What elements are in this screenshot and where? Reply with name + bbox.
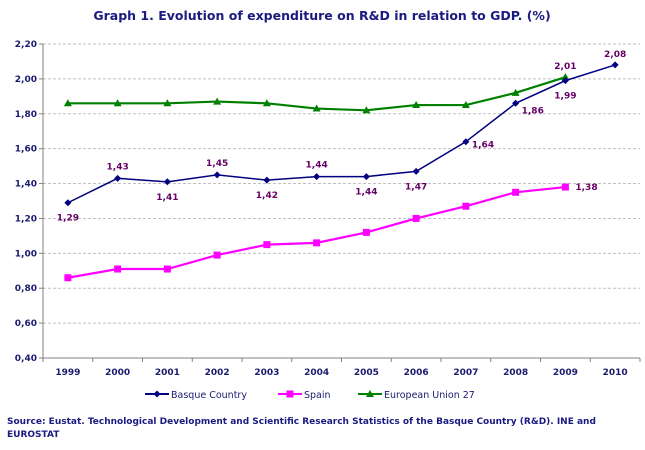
diamond-marker	[512, 99, 520, 107]
diamond-marker	[213, 171, 221, 179]
y-tick-label: 1,80	[15, 110, 37, 120]
square-marker	[412, 214, 420, 222]
square-marker	[561, 183, 569, 191]
data-label: 1,44	[306, 161, 328, 171]
triangle-marker	[63, 99, 72, 107]
square-marker	[213, 251, 221, 259]
square-marker	[114, 265, 122, 273]
data-label: 1,44	[355, 188, 377, 198]
y-tick-label: 2,00	[15, 75, 37, 85]
y-tick-label: 1,20	[15, 214, 37, 224]
triangle-marker	[561, 73, 570, 81]
data-label: 1,86	[522, 106, 544, 116]
x-tick-label: 2000	[105, 368, 130, 378]
y-tick-label: 0,80	[15, 284, 37, 294]
legend-label: Basque Country	[171, 390, 247, 401]
x-tick-label: 2002	[205, 368, 230, 378]
square-marker	[64, 274, 72, 282]
y-tick-label: 1,60	[15, 145, 37, 155]
x-tick-label: 2008	[503, 368, 528, 378]
triangle-marker	[461, 101, 470, 109]
legend-label: European Union 27	[384, 390, 475, 401]
data-label: 1,41	[156, 193, 178, 203]
triangle-marker	[412, 101, 421, 109]
data-label: 1,99	[554, 92, 576, 102]
diamond-marker	[561, 77, 569, 85]
data-label: 1,45	[206, 159, 228, 169]
data-label: 2,01	[554, 62, 576, 72]
x-tick-label: 2010	[603, 368, 628, 378]
chart-title: Graph 1. Evolution of expenditure on R&D…	[93, 8, 550, 23]
y-tick-label: 0,60	[15, 319, 37, 329]
diamond-marker	[114, 174, 122, 182]
diamond-marker	[163, 178, 171, 186]
diamond-marker	[462, 138, 470, 146]
triangle-marker	[113, 99, 122, 107]
diamond-marker	[153, 390, 161, 398]
data-label: 1,43	[107, 162, 129, 172]
x-tick-label: 2007	[453, 368, 478, 378]
x-tick-label: 2009	[553, 368, 578, 378]
data-label: 1,64	[472, 141, 494, 151]
square-marker	[163, 265, 171, 273]
diamond-marker	[362, 173, 370, 181]
y-tick-label: 1,40	[15, 180, 37, 190]
legend-label: Spain	[304, 390, 331, 401]
triangle-marker	[262, 99, 271, 107]
source-note-line1: Source: Eustat. Technological Developmen…	[7, 417, 596, 427]
diamond-marker	[313, 173, 321, 181]
triangle-marker	[362, 106, 371, 114]
y-tick-label: 0,40	[15, 354, 37, 364]
data-label: 1,47	[405, 182, 427, 192]
y-tick-label: 2,20	[15, 40, 37, 50]
x-tick-label: 2003	[254, 368, 279, 378]
square-marker	[313, 239, 321, 247]
diamond-marker	[64, 199, 72, 207]
data-label: 1,38	[575, 183, 597, 193]
data-label: 2,08	[604, 50, 626, 60]
triangle-marker	[213, 97, 222, 105]
triangle-marker	[312, 104, 321, 112]
square-marker	[263, 241, 271, 249]
series-line-spain	[67, 185, 566, 279]
diamond-marker	[412, 167, 420, 175]
x-tick-label: 2005	[354, 368, 379, 378]
x-tick-label: 1999	[55, 368, 80, 378]
triangle-marker	[163, 99, 172, 107]
data-label: 1,29	[57, 214, 79, 224]
source-note-line2: EUROSTAT	[7, 430, 60, 440]
diamond-marker	[611, 61, 619, 69]
triangle-marker	[511, 88, 520, 96]
square-marker	[362, 228, 370, 236]
square-marker	[462, 202, 470, 210]
legend: Basque Country Spain European Union 27	[145, 390, 475, 401]
square-marker	[286, 390, 294, 398]
y-tick-label: 1,00	[15, 249, 37, 259]
data-label: 1,42	[256, 191, 278, 201]
triangle-marker	[366, 390, 374, 397]
x-tick-label: 2001	[155, 368, 180, 378]
x-tick-label: 2006	[404, 368, 429, 378]
diamond-marker	[263, 176, 271, 184]
square-marker	[512, 188, 520, 196]
x-tick-label: 2004	[304, 368, 329, 378]
series-line-basque-country	[67, 64, 616, 204]
